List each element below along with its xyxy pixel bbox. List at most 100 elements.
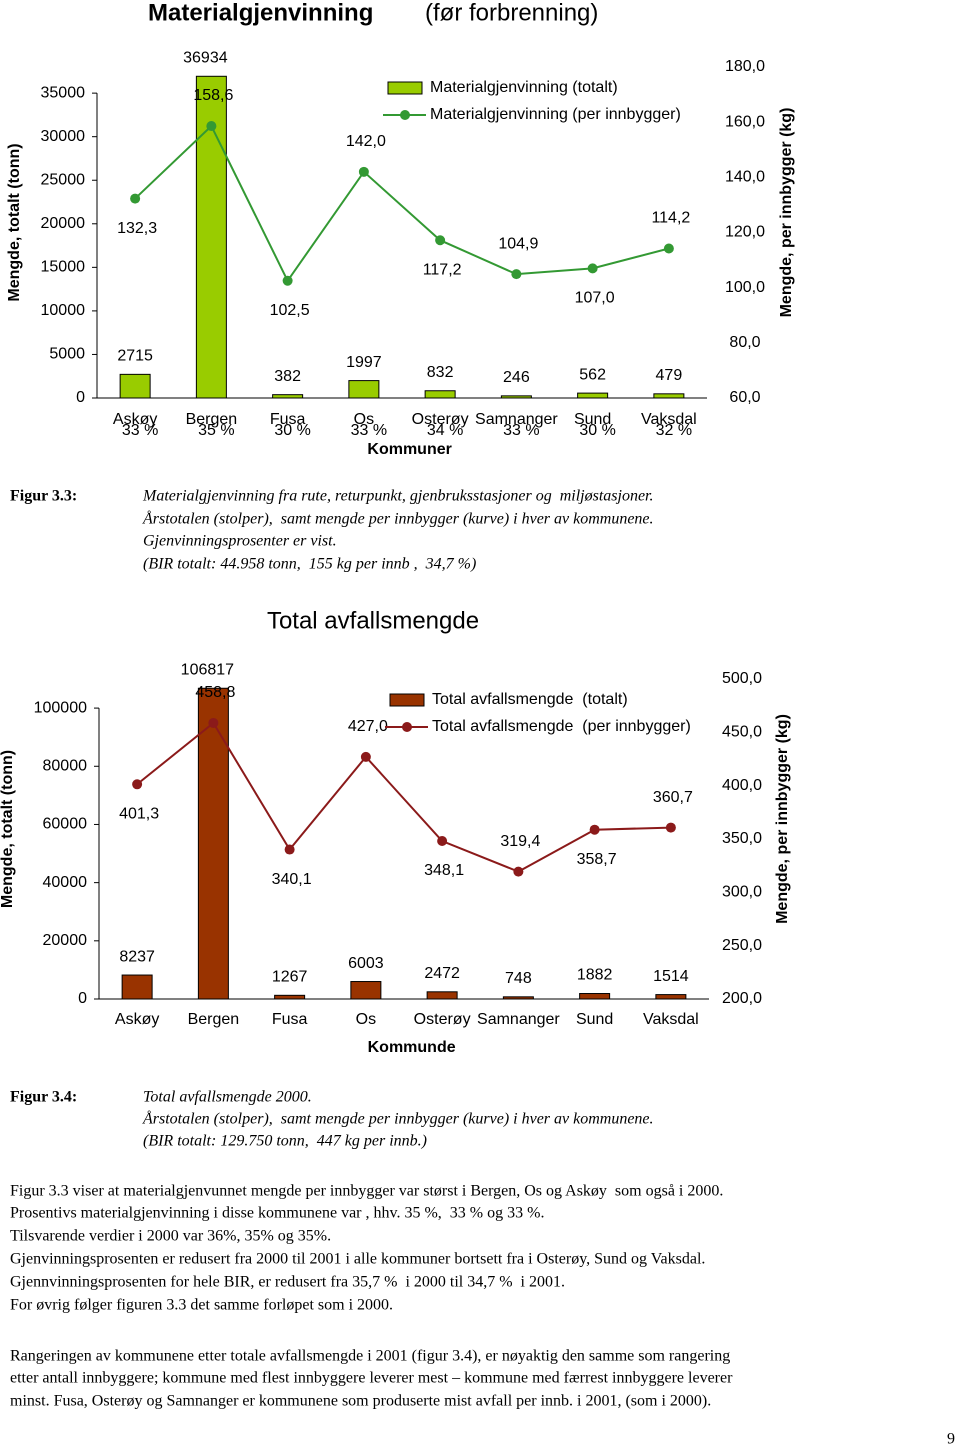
line-point [513,866,524,877]
y2-tick-label: 350,0 [722,830,762,847]
body-text: Tilsvarende verdier i 2000 var 36%, 35% … [10,1228,331,1245]
line-value-label: 117,2 [423,261,462,278]
legend-label: Total avfallsmengde (totalt) [432,691,628,708]
line-point [206,121,217,132]
bar [197,687,229,1000]
category-note: 34 % [427,422,463,439]
x-tick-label: Fusa [272,1011,308,1028]
x-tick-label: Os [356,1011,376,1028]
bar-value-label: 2715 [117,348,153,365]
x-tick-label: Osterøy [414,1011,471,1028]
category-note: 32 % [656,422,692,439]
body-text: Gjenvinningsprosenten er redusert fra 20… [10,1251,705,1268]
body-text: Rangeringen av kommunene etter totale av… [10,1348,730,1365]
bar [653,393,685,399]
body-text: For øvrig følger figuren 3.3 det samme f… [10,1297,393,1314]
bar-value-label: 1267 [272,969,308,986]
figure-caption: Materialgjenvinning fra rute, returpunkt… [142,488,654,505]
bar [500,395,532,399]
bar-value-label: 748 [505,970,532,987]
y-axis-label: Mengde, totalt (tonn) [0,750,16,908]
line-point [665,822,676,833]
chart-title: Materialgjenvinning [148,0,373,26]
figure-caption: Total avfallsmengde 2000. [143,1089,312,1106]
line-point [511,269,522,280]
y2-tick-label: 250,0 [722,937,762,954]
legend-label: Total avfallsmengde (per innbygger) [432,718,691,735]
line [136,721,671,873]
line-point [360,751,371,762]
line-value-label: 427,0 [348,718,388,735]
y2-tick-label: 300,0 [722,884,762,901]
line-point [437,836,448,847]
bar-value-label: 246 [503,369,530,386]
line-point [132,779,143,790]
bar [121,974,153,1000]
line-point [282,275,293,286]
bar [577,392,609,399]
bar-value-label: 8237 [119,948,155,965]
bar [424,390,456,399]
y2-tick-label: 140,0 [725,169,765,186]
x-tick-label: Samnanger [477,1011,560,1028]
line-value-label: 158,6 [193,87,233,104]
line-value-label: 360,7 [653,789,693,806]
line [134,124,670,283]
body-text: etter antall innbyggere; kommune med fle… [10,1370,733,1387]
y2-tick-label: 160,0 [725,113,765,130]
y-tick-label: 0 [76,389,85,406]
line-value-label: 104,9 [498,235,538,252]
y2-tick-label: 180,0 [725,58,765,75]
line-value-label: 114,2 [651,210,690,227]
x-tick-label: Vaksdal [641,411,697,428]
bar-value-label: 1514 [653,968,689,985]
y2-tick-label: 450,0 [722,724,762,741]
figure-caption: Årstotalen (stolper), samt mengde per in… [142,1110,654,1128]
bar-value-label: 1882 [577,967,613,984]
line-point [358,166,369,177]
line-point [284,844,295,855]
body-text: Prosentivs materialgjenvinning i disse k… [10,1205,544,1222]
bar-value-label: 562 [579,366,606,383]
legend-swatch [389,693,425,707]
y-tick-label: 80000 [43,757,88,774]
bar-value-label: 6003 [348,955,384,972]
line-value-label: 358,7 [577,851,617,868]
figure-caption: (BIR totalt: 129.750 tonn, 447 kg per in… [143,1133,427,1150]
y2-tick-label: 400,0 [722,777,762,794]
bar [272,394,304,399]
y-tick-label: 5000 [49,346,85,363]
body-text: Figur 3.3 viser at materialgjenvunnet me… [10,1183,723,1200]
line-value-label: 340,1 [272,871,312,888]
legend-marker [402,722,412,732]
line-value-label: 132,3 [117,220,157,237]
y-tick-label: 15000 [41,259,86,276]
x-tick-label: Vaksdal [643,1011,699,1028]
y-tick-label: 20000 [41,215,86,232]
y-tick-label: 25000 [41,171,86,188]
category-note: 33 % [351,422,387,439]
bar-value-label: 106817 [181,661,234,678]
legend-label: Materialgjenvinning (totalt) [430,79,618,96]
legend-marker [400,110,410,120]
x-tick-label: Askøy [113,411,157,428]
y2-tick-label: 500,0 [722,670,762,687]
bar [579,993,611,1000]
y2-axis-label: Mengde, per innbygger (kg) [778,108,795,318]
page-number: 9 [947,1431,955,1448]
y2-tick-label: 80,0 [729,334,760,351]
bar [426,991,458,1000]
y-tick-label: 0 [78,990,87,1007]
x-tick-label: Samnanger [475,411,558,428]
figure-label: Figur 3.3: [10,488,77,505]
line-value-label: 102,5 [270,302,310,319]
y-tick-label: 40000 [43,874,88,891]
y-axis-label: Mengde, totalt (tonn) [6,143,23,301]
x-tick-label: Bergen [186,411,238,428]
x-tick-label: Askøy [115,1011,159,1028]
bar [348,380,380,399]
line-value-label: 348,1 [424,862,464,879]
line-point [435,235,446,246]
category-note: 30 % [579,422,615,439]
